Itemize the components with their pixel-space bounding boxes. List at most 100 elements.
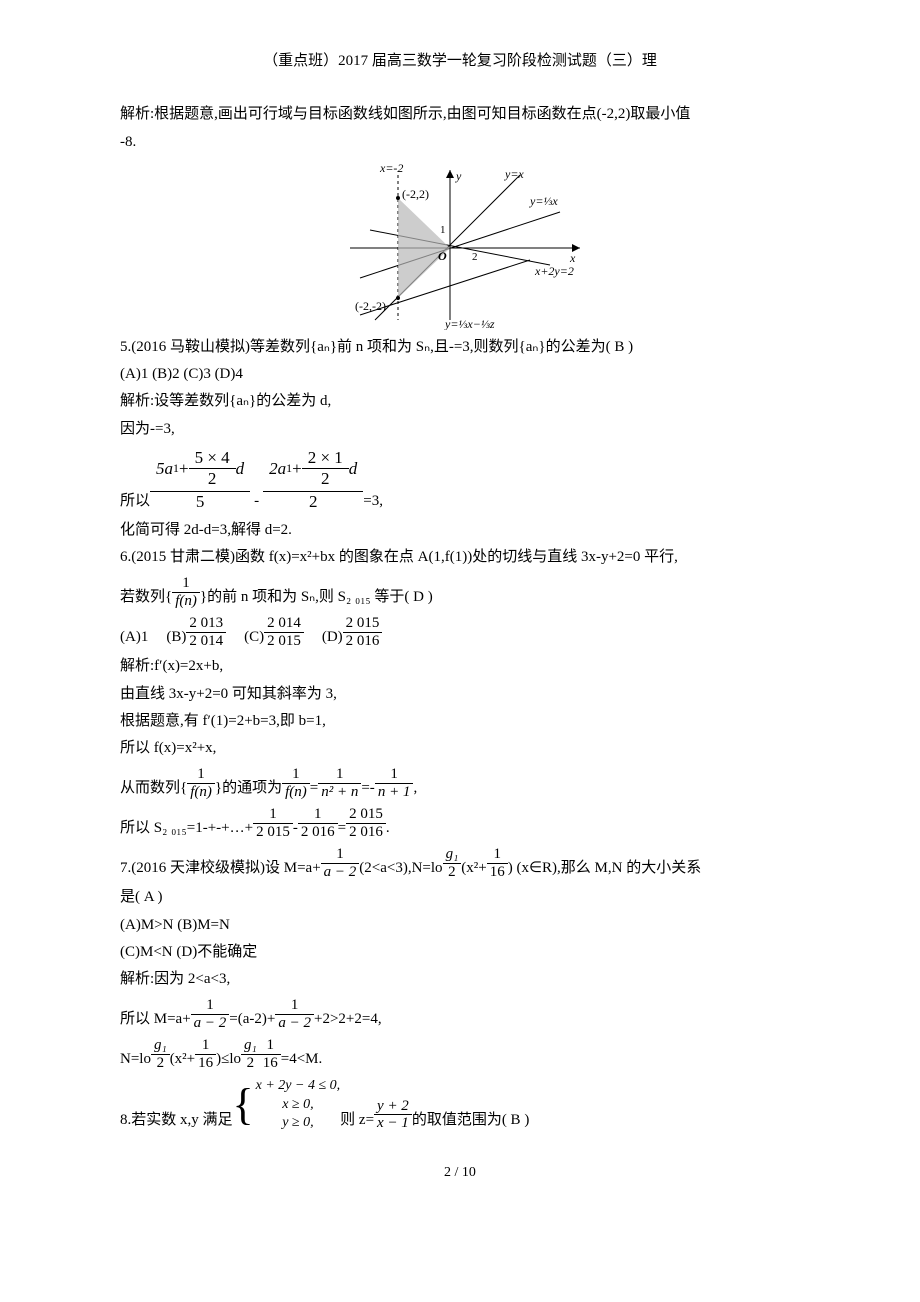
- q6-l2: 若数列{ 1 f(n) }的前 n 项和为 Sₙ,则 S₂ ₀₁₅ 等于( D …: [120, 575, 800, 609]
- q6-optB: 2 0132 014: [186, 615, 226, 649]
- page-header: （重点班）2017 届高三数学一轮复习阶段检测试题（三）理: [120, 50, 800, 73]
- lbl-x-neg2: x=-2: [379, 161, 403, 175]
- q7-l3ftop: 116: [260, 1037, 281, 1071]
- q7-l3f1: 116: [195, 1037, 216, 1071]
- feasible-region-figure: x=-2 y=x y=⅓x x+2y=2 y=⅓x−⅓z (-2,2) 1 O …: [320, 160, 600, 330]
- lbl-ybot: y=⅓x−⅓z: [444, 317, 495, 330]
- figure-wrap: x=-2 y=x y=⅓x x+2y=2 y=⅓x−⅓z (-2,2) 1 O …: [120, 160, 800, 330]
- q7-f2: 116: [487, 846, 508, 880]
- q6-l8dot: .: [386, 817, 390, 840]
- q6-optD: 2 0152 016: [343, 615, 383, 649]
- q6-l7eq: =: [310, 777, 318, 800]
- q7-f1: 1a − 2: [321, 846, 360, 880]
- q8-a: 8.若实数 x,y 满足: [120, 1109, 233, 1132]
- q6-l7b: }的通项为: [215, 777, 282, 800]
- q6-l7: 从而数列{ 1f(n) }的通项为 1f(n) = 1n² + n =- 1n …: [120, 766, 800, 800]
- q7-l3g2: g₁2: [241, 1037, 260, 1071]
- q6-l7comma: ,: [413, 777, 417, 800]
- header-title: （重点班）2017 届高三数学一轮复习阶段检测试题（三）理: [263, 53, 657, 69]
- q7-l2b: =(a-2)+: [229, 1008, 275, 1031]
- q5-l3: 化简可得 2d-d=3,解得 d=2.: [120, 519, 800, 542]
- q6-l8f3: 2 0152 016: [346, 806, 386, 840]
- lbl-one: 1: [440, 224, 446, 236]
- q7-l3c: )≤lo: [216, 1048, 241, 1071]
- q8-case1: x + 2y − 4 ≤ 0,: [256, 1078, 341, 1093]
- q6-l7f3: 1n² + n: [318, 766, 361, 800]
- q6-l4: 由直线 3x-y+2=0 可知其斜率为 3,: [120, 683, 800, 706]
- lbl-y: y: [455, 169, 462, 183]
- q5-frac2: 2a1 + 2 × 12d 2: [263, 447, 363, 513]
- q6-l7f2: 1f(n): [282, 766, 310, 800]
- q7-opts2: (C)M<N (D)不能确定: [120, 941, 800, 964]
- q6-opts: (A)1 (B) 2 0132 014 (C) 2 0142 015 (D) 2…: [120, 615, 800, 649]
- q8-case3: y ≥ 0,: [282, 1115, 313, 1130]
- q5-stem: 5.(2016 马鞍山模拟)等差数列{aₙ}前 n 项和为 Sₙ,且-=3,则数…: [120, 336, 800, 359]
- q7-l2: 所以 M=a+ 1a − 2 =(a-2)+ 1a − 2 +2>2+2=4,: [120, 997, 800, 1031]
- q6-l7f1: 1f(n): [187, 766, 215, 800]
- q7-stem: 7.(2016 天津校级模拟)设 M=a+ 1a − 2 (2<a<3),N=l…: [120, 846, 800, 880]
- q6-l6: 所以 f(x)=x²+x,: [120, 737, 800, 760]
- q7-mid2: (x²+: [461, 857, 486, 880]
- q6-l2b: }的前 n 项和为 Sₙ,则 S₂ ₀₁₅ 等于( D ): [200, 586, 433, 609]
- q6-l8f2: 12 016: [298, 806, 338, 840]
- analysis-1: 解析:根据题意,画出可行域与目标函数线如图所示,由图可知目标函数在点(-2,2)…: [120, 103, 800, 126]
- q7-mid3: ) (x∈R),那么 M,N 的大小关系: [508, 857, 701, 880]
- q7-l3b: (x²+: [170, 1048, 195, 1071]
- q6-l5: 根据题意,有 f′(1)=2+b=3,即 b=1,: [120, 710, 800, 733]
- q6-l3: 解析:f′(x)=2x+b,: [120, 655, 800, 678]
- q7-l3d: =4<M.: [281, 1048, 323, 1071]
- q7-l1: 解析:因为 2<a<3,: [120, 968, 800, 991]
- q5-l1: 解析:设等差数列{aₙ}的公差为 d,: [120, 390, 800, 413]
- q6-l7a: 从而数列{: [120, 777, 187, 800]
- q6-l8: 所以 S₂ ₀₁₅=1-+-+…+ 12 015 - 12 016 = 2 01…: [120, 806, 800, 840]
- q7-b: 是( A ): [120, 886, 800, 909]
- analysis-1b: -8.: [120, 131, 800, 154]
- q6-stem: 6.(2015 甘肃二模)函数 f(x)=x²+bx 的图象在点 A(1,f(1…: [120, 546, 800, 569]
- lbl-O: O: [438, 249, 447, 263]
- q7-l3g1: g₁2: [151, 1037, 170, 1071]
- q6-frac1: 1 f(n): [172, 575, 200, 609]
- q6-optBpre: (B): [166, 626, 186, 649]
- q5-opts: (A)1 (B)2 (C)3 (D)4: [120, 363, 800, 386]
- q6-l8f1: 12 015: [253, 806, 293, 840]
- lbl-p22: (-2,2): [402, 187, 429, 201]
- q5-frac1: 5a1 + 5 × 42d 5: [150, 447, 250, 513]
- q7-opts1: (A)M>N (B)M=N: [120, 914, 800, 937]
- q7-l2a: 所以 M=a+: [120, 1008, 191, 1031]
- q5-eq-pre: 所以: [120, 490, 150, 513]
- q5-eq: 所以 5a1 + 5 × 42d 5 - 2a1 + 2 × 12d 2 =3,: [120, 447, 800, 513]
- q7-mid1: (2<a<3),N=lo: [359, 857, 442, 880]
- q7-l3a: N=lo: [120, 1048, 151, 1071]
- q6-optC: 2 0142 015: [264, 615, 304, 649]
- q6-l8eq: =: [338, 817, 346, 840]
- q8-case2: x ≥ 0,: [282, 1097, 313, 1112]
- q8-tail: 的取值范围为( B ): [412, 1109, 530, 1132]
- q5-l2: 因为-=3,: [120, 418, 800, 441]
- q6-optA: (A)1: [120, 626, 148, 649]
- q5-eq-post: =3,: [363, 490, 383, 513]
- lbl-yx: y=x: [504, 167, 524, 181]
- q7-gfrac: g₁2: [443, 846, 462, 880]
- q5-minus: -: [250, 490, 263, 513]
- q8-mid: 则 z=: [340, 1109, 374, 1132]
- q7-l2c: +2>2+2=4,: [314, 1008, 382, 1031]
- page-footer: 2 / 10: [120, 1162, 800, 1184]
- q7-a: 7.(2016 天津校级模拟)设 M=a+: [120, 857, 321, 880]
- q6-l2a: 若数列{: [120, 586, 172, 609]
- q6-optDpre: (D): [322, 626, 343, 649]
- q8-cases: { x + 2y − 4 ≤ 0, x ≥ 0, y ≥ 0,: [233, 1077, 341, 1132]
- q7-l2f2: 1a − 2: [275, 997, 314, 1031]
- q7-l2f1: 1a − 2: [191, 997, 230, 1031]
- q6-l7eq2: =-: [361, 777, 374, 800]
- q8-stem: 8.若实数 x,y 满足 { x + 2y − 4 ≤ 0, x ≥ 0, y …: [120, 1077, 800, 1132]
- lbl-pn2n2: (-2,-2): [355, 299, 386, 313]
- lbl-xp2y2: x+2y=2: [534, 264, 574, 278]
- q6-optCpre: (C): [244, 626, 264, 649]
- lbl-two: 2: [472, 251, 478, 263]
- lbl-x: x: [569, 251, 576, 265]
- q8-frac: y + 2x − 1: [374, 1098, 412, 1132]
- q6-l8a: 所以 S₂ ₀₁₅=1-+-+…+: [120, 817, 253, 840]
- lbl-y13x: y=⅓x: [529, 194, 558, 208]
- q7-l3: N=lo g₁2 (x²+ 116 )≤lo g₁2 116 =4<M.: [120, 1037, 800, 1071]
- q6-l7f4: 1n + 1: [375, 766, 414, 800]
